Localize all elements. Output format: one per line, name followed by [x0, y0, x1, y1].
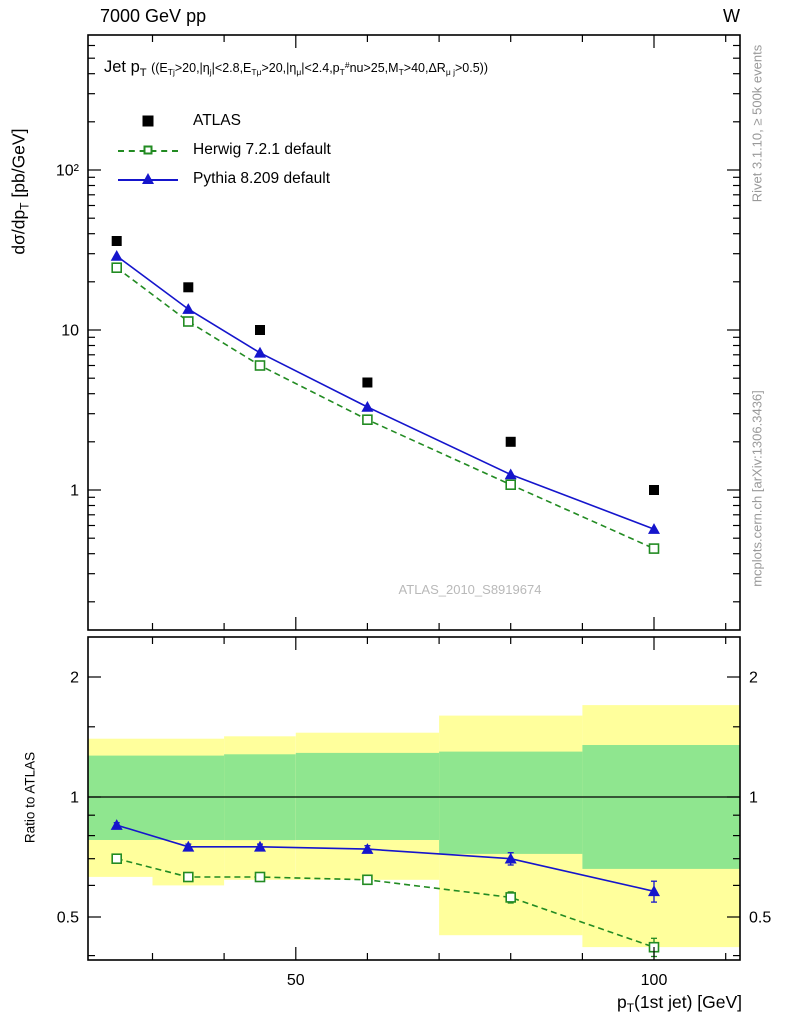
legend: ATLAS Herwig 7.2.1 default Pythia 8.209 … [116, 106, 331, 193]
legend-item-atlas: ATLAS [116, 106, 331, 135]
svg-text:0.5: 0.5 [57, 910, 79, 927]
svg-text:100: 100 [641, 972, 668, 989]
svg-text:1: 1 [749, 790, 758, 807]
legend-label-pythia: Pythia 8.209 default [193, 169, 331, 187]
selection-cuts: ((ETj>20,|ηj|<2.8,ETμ>20,|ημ|<2.4,pT#nu>… [151, 60, 488, 77]
legend-label-atlas: ATLAS [193, 111, 241, 129]
svg-text:2: 2 [749, 670, 758, 687]
observable-name: Jet pT [104, 58, 147, 79]
rivet-version-note: Rivet 3.1.10, ≥ 500k events [749, 44, 765, 203]
analysis-id-watermark: ATLAS_2010_S8919674 [398, 582, 542, 597]
svg-text:1: 1 [70, 790, 79, 807]
legend-label-herwig: Herwig 7.2.1 default [193, 140, 331, 158]
y-axis-label-ratio: Ratio to ATLAS [22, 751, 38, 844]
legend-item-herwig: Herwig 7.2.1 default [116, 135, 331, 164]
atlas-marker-icon [116, 112, 180, 130]
pythia-line-marker-icon [116, 170, 180, 188]
svg-text:10²: 10² [56, 163, 80, 180]
legend-item-pythia: Pythia 8.209 default [116, 164, 331, 193]
herwig-line-marker-icon [116, 141, 180, 159]
svg-text:1: 1 [70, 483, 79, 500]
svg-text:50: 50 [287, 972, 305, 989]
beam-energy-label: 7000 GeV pp [100, 6, 207, 26]
svg-text:10: 10 [61, 323, 79, 340]
mcplots-arxiv-note: mcplots.cern.ch [arXiv:1306.3436] [749, 390, 765, 587]
process-label: W [723, 6, 740, 26]
svg-text:0.5: 0.5 [749, 910, 771, 927]
svg-text:2: 2 [70, 670, 79, 687]
y-axis-label-main: dσ/dpT [pb/GeV] [8, 128, 32, 255]
plot-title: Jet pT ((ETj>20,|ηj|<2.8,ETμ>20,|ημ|<2.4… [104, 58, 488, 79]
x-axis-label: pT(1st jet) [GeV] [617, 992, 742, 1016]
